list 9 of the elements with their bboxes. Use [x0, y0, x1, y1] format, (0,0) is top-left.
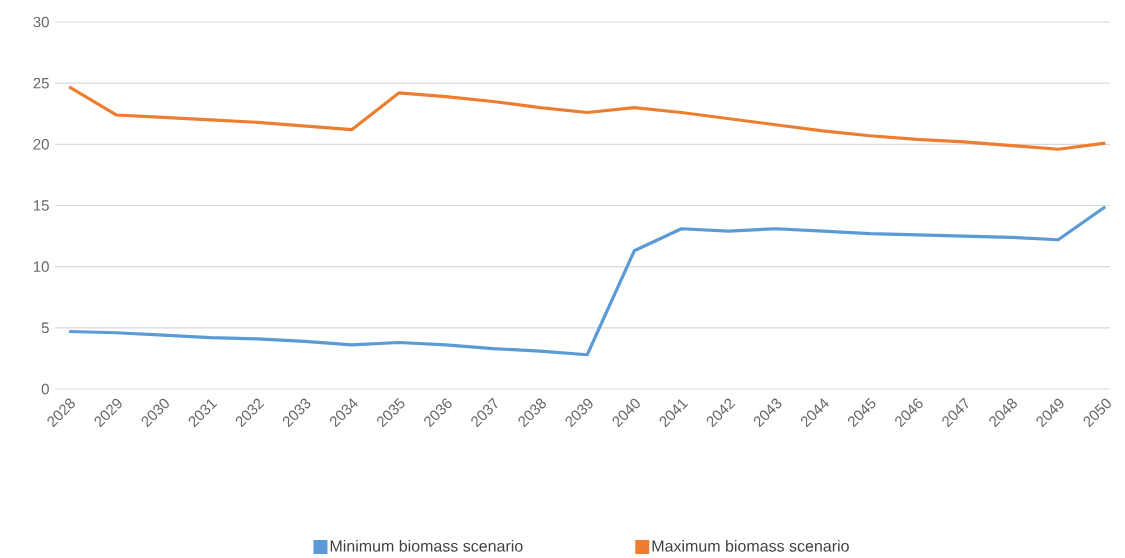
y-tick-label: 25	[33, 77, 49, 89]
y-tick-label: 30	[33, 16, 49, 28]
y-tick-label: 10	[33, 261, 49, 272]
y-tick-label: 5	[41, 322, 49, 334]
y-tick-label: 15	[33, 200, 49, 211]
y-tick-label: 0	[41, 383, 49, 395]
y-tick-label: 20	[33, 139, 49, 150]
legend-label: Minimum biomass scenario	[330, 540, 523, 552]
legend-label: Maximum biomass scenario	[652, 540, 849, 552]
